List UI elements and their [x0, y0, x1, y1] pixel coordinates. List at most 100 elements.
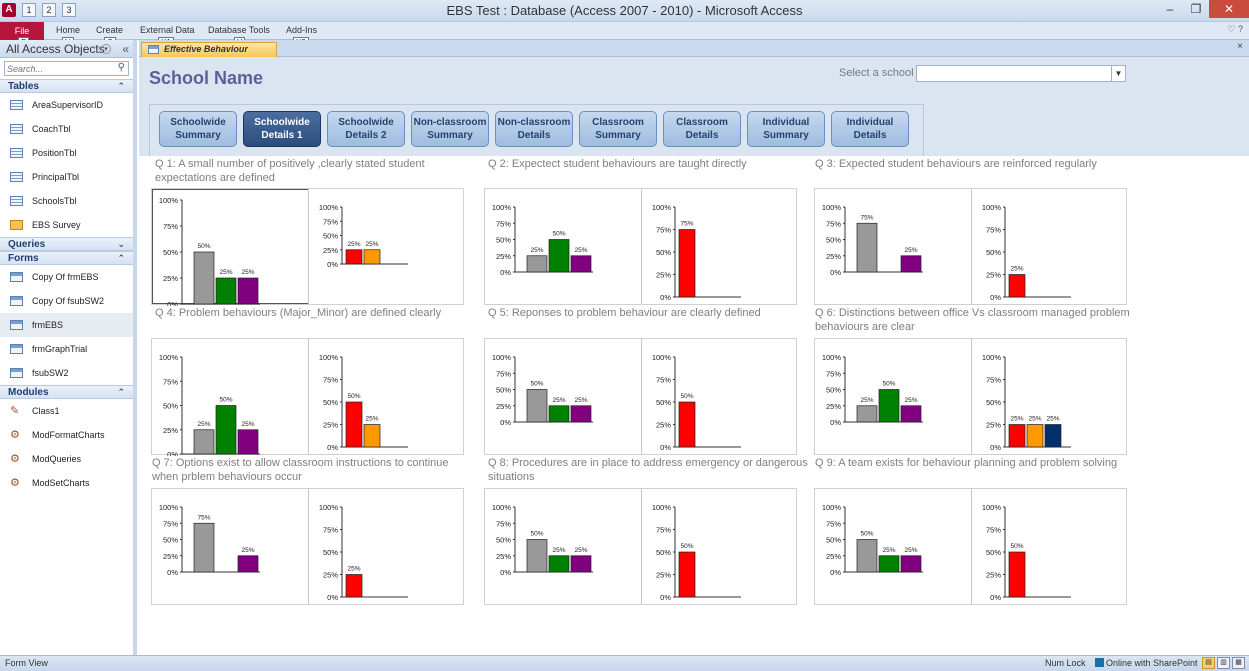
chevron-up-icon[interactable]: ⌃	[117, 81, 125, 91]
question-8-chart[interactable]: 0% 25% 50% 75% 100% 50% 25% 25% 0% 25% 50% 75% 100% 5…	[484, 488, 797, 605]
question-6-title: Q 6: Distinctions between office Vs clas…	[815, 307, 1130, 333]
right-y-tick-label: 0%	[660, 293, 671, 302]
question-4-chart[interactable]: 0% 25% 50% 75% 100% 25% 50% 25% 0% 25% 50% 75% 100% 5…	[151, 338, 464, 456]
left-bar-value-label: 25%	[904, 547, 917, 554]
search-icon[interactable]: ⚲	[117, 62, 125, 73]
classroom-details-button[interactable]: Classroom Details	[663, 111, 741, 147]
close-button[interactable]: ✕	[1209, 0, 1249, 18]
nav-pane-header[interactable]: All Access Objects ▾ «	[0, 40, 133, 58]
school-name-heading: School Name	[149, 68, 264, 88]
nav-item-coachtbl[interactable]: CoachTbl	[0, 117, 133, 141]
tab-database-tools[interactable]: Database Tools	[208, 25, 270, 35]
nav-item-frmebs[interactable]: frmEBS	[0, 313, 133, 337]
non-classroom-summary-button[interactable]: Non-classroom Summary	[411, 111, 489, 147]
left-bar	[856, 222, 878, 273]
form-icon	[10, 368, 23, 378]
nav-item-copy-of-fsubsw2[interactable]: Copy Of fsubSW2	[0, 289, 133, 313]
tab-external-data[interactable]: External Data	[140, 25, 195, 35]
nav-item-frmgraphtrial[interactable]: frmGraphTrial	[0, 337, 133, 361]
status-sharepoint[interactable]: Online with SharePoint	[1095, 656, 1198, 671]
classroom-summary-button[interactable]: Classroom Summary	[579, 111, 657, 147]
question-6-chart[interactable]: 0% 25% 50% 75% 100% 25% 50% 25% 0% 25% 50% 75% 100% 2…	[814, 338, 1127, 455]
search-input[interactable]	[5, 62, 115, 75]
form-icon	[10, 344, 23, 354]
collapse-pane-icon[interactable]: «	[122, 42, 129, 56]
nav-group-modules[interactable]: Modules ⌃	[0, 385, 133, 399]
ribbon-tab-strip: File Home Create External Data Database …	[0, 22, 1249, 48]
chevron-up-icon[interactable]: ⌃	[117, 253, 125, 263]
question-3-chart[interactable]: 0% 25% 50% 75% 100% 75% 25% 0% 25% 50% 75% 100% 25%	[814, 188, 1127, 305]
chevron-down-icon[interactable]: ⌄	[117, 239, 125, 249]
left-bar	[193, 429, 215, 455]
left-bar	[570, 555, 592, 573]
schoolwide-details-1-button[interactable]: Schoolwide Details 1	[243, 111, 321, 147]
help-icon[interactable]: ♡ ?	[1227, 24, 1243, 34]
qat-redo-button[interactable]: 3	[62, 3, 76, 17]
form-view-button[interactable]: ▤	[1202, 657, 1215, 669]
qat-undo-button[interactable]: 2	[42, 3, 56, 17]
schoolwide-summary-button[interactable]: Schoolwide Summary	[159, 111, 237, 147]
question-5-chart[interactable]: 0% 25% 50% 75% 100% 50% 25% 25% 0% 25% 50% 75% 100% 5…	[484, 338, 797, 455]
question-7-chart[interactable]: 0% 25% 50% 75% 100% 75% 25% 0% 25% 50% 75% 100% 25%	[151, 488, 464, 605]
left-y-tick-label: 0%	[830, 418, 841, 427]
left-bar-value-label: 25%	[904, 397, 917, 404]
individual-details-button[interactable]: Individual Details	[831, 111, 909, 147]
chevron-down-icon[interactable]: ▾	[101, 44, 111, 54]
nav-item-positiontbl[interactable]: PositionTbl	[0, 141, 133, 165]
nav-item-class1[interactable]: ✎ Class1	[0, 399, 133, 423]
school-select-combobox[interactable]: ▼	[916, 65, 1126, 82]
nav-item-ebs-survey[interactable]: EBS Survey	[0, 213, 133, 237]
question-1-chart[interactable]: 0% 25% 50% 75% 100% 50% 25% 25% 0% 25% 50% 75% 100% 2…	[151, 188, 464, 306]
nav-item-modformatcharts[interactable]: ⚙ ModFormatCharts	[0, 423, 133, 447]
schoolwide-details-2-button[interactable]: Schoolwide Details 2	[327, 111, 405, 147]
sharepoint-label: Online with SharePoint	[1106, 658, 1198, 668]
left-bar	[900, 255, 922, 273]
question-9-chart[interactable]: 0% 25% 50% 75% 100% 50% 25% 25% 0% 25% 50% 75% 100% 5…	[814, 488, 1127, 605]
left-bar-value-label: 50%	[860, 531, 873, 538]
left-bar-value-label: 50%	[882, 381, 895, 388]
nav-item-label: ModFormatCharts	[32, 430, 105, 440]
question-7-title: Q 7: Options exist to allow classroom in…	[152, 457, 449, 483]
form-icon	[10, 272, 23, 282]
nav-item-fsubsw2[interactable]: fsubSW2	[0, 361, 133, 385]
left-y-tick-label: 75%	[826, 219, 841, 228]
nav-item-label: ModSetCharts	[32, 478, 90, 488]
nav-group-queries[interactable]: Queries ⌄	[0, 237, 133, 251]
non-classroom-details-button[interactable]: Non-classroom Details	[495, 111, 573, 147]
layout-view-button[interactable]: ▥	[1217, 657, 1230, 669]
right-y-tick-label: 75%	[986, 376, 1001, 385]
nav-item-schoolstbl[interactable]: SchoolsTbl	[0, 189, 133, 213]
design-view-button[interactable]: ▦	[1232, 657, 1245, 669]
class-module-icon: ✎	[10, 405, 20, 417]
right-y-tick-label: 25%	[323, 246, 338, 255]
tab-create[interactable]: Create	[96, 25, 124, 35]
chevron-down-icon[interactable]: ▼	[1111, 66, 1125, 81]
nav-item-modqueries[interactable]: ⚙ ModQueries	[0, 447, 133, 471]
chevron-up-icon[interactable]: ⌃	[117, 387, 125, 397]
nav-group-label: Forms	[8, 253, 39, 264]
qat-save-button[interactable]: 1	[22, 3, 36, 17]
left-y-tick-label: 100%	[159, 196, 179, 205]
tab-home[interactable]: Home	[56, 25, 81, 35]
nav-group-forms[interactable]: Forms ⌃	[0, 251, 133, 265]
minimize-button[interactable]: –	[1166, 2, 1174, 16]
window-controls: – ❐ ✕	[1157, 0, 1249, 20]
access-app-icon[interactable]: A	[2, 3, 16, 17]
individual-summary-button[interactable]: Individual Summary	[747, 111, 825, 147]
nav-item-copy-of-frmebs[interactable]: Copy Of frmEBS	[0, 265, 133, 289]
nav-group-tables[interactable]: Tables ⌃	[0, 79, 133, 93]
question-3-title: Q 3: Expected student behaviours are rei…	[815, 158, 1097, 170]
right-y-tick-label: 100%	[319, 503, 339, 512]
right-y-tick-label: 100%	[652, 353, 672, 362]
tab-effective-behaviour-survey[interactable]: Effective Behaviour Survey	[141, 42, 277, 67]
nav-item-modsetcharts[interactable]: ⚙ ModSetCharts	[0, 471, 133, 495]
left-y-tick-label: 75%	[163, 519, 178, 528]
nav-item-areasupervisorid[interactable]: AreaSupervisorID	[0, 93, 133, 117]
nav-item-principaltbl[interactable]: PrincipalTbl	[0, 165, 133, 189]
question-2-chart[interactable]: 0% 25% 50% 75% 100% 25% 50% 25% 0% 25% 50% 75% 100% 7…	[484, 188, 797, 305]
tab-file[interactable]: File	[0, 22, 44, 40]
tab-add-ins[interactable]: Add-Ins	[286, 25, 318, 35]
question-2-title: Q 2: Expectect student behaviours are ta…	[488, 158, 747, 170]
maximize-button[interactable]: ❐	[1190, 2, 1202, 16]
close-document-icon[interactable]: ×	[1237, 41, 1243, 52]
